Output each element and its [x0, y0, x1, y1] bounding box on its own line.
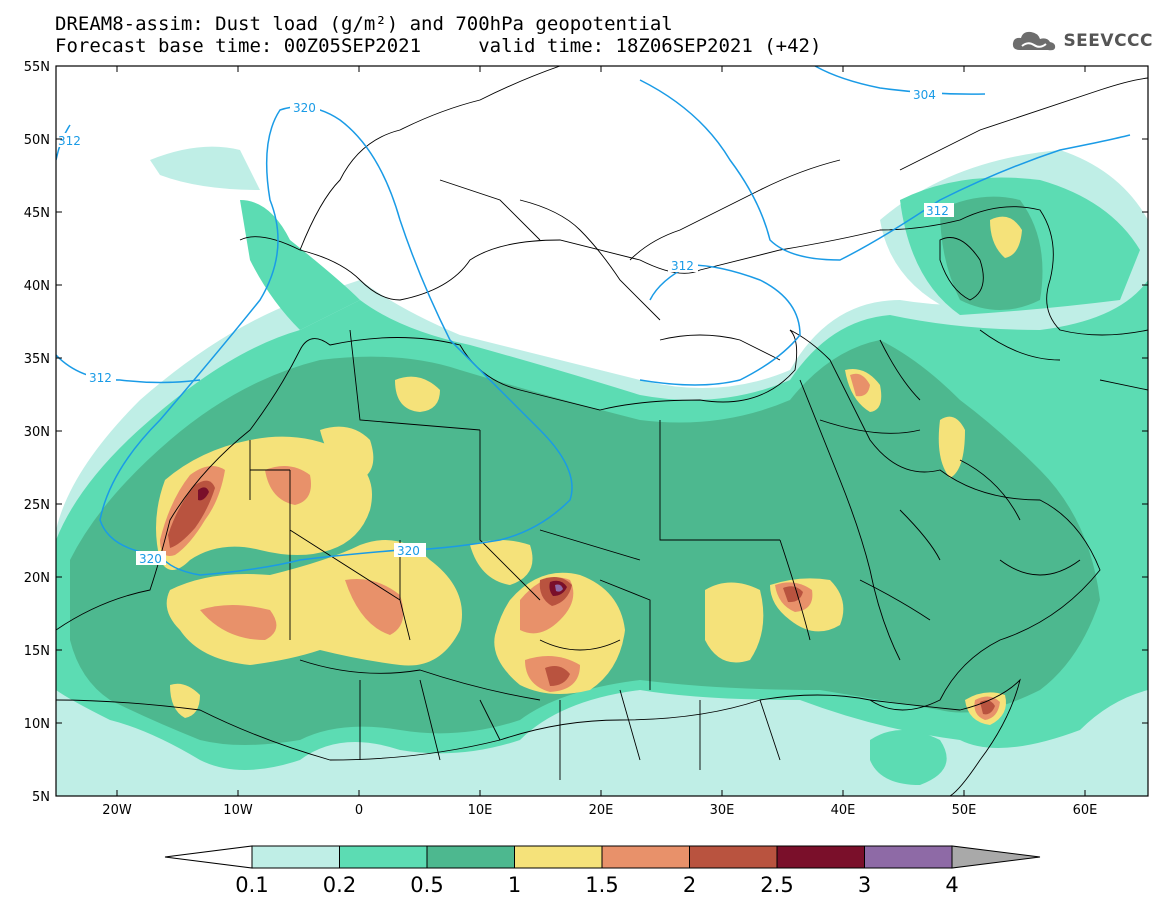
contour-label: 312 [58, 134, 81, 148]
lat-label: 35N [24, 352, 50, 367]
colorbar-tick-label: 1 [508, 873, 521, 897]
contour-label: 320 [293, 101, 316, 115]
coastlines [56, 66, 1148, 796]
lat-label: 50N [24, 133, 50, 148]
lon-label: 50E [952, 803, 977, 818]
latitude-axis: 55N 50N 45N 40N 35N 30N 25N 20N 15N 10N … [24, 60, 50, 805]
colorbar-tick-label: 0.2 [323, 873, 356, 897]
colorbar: 0.1 0.2 0.5 1 1.5 2 2.5 3 4 [164, 845, 1041, 897]
lat-ticks [56, 66, 1148, 796]
lon-label: 30E [710, 803, 735, 818]
colorbar-tick-label: 2 [683, 873, 696, 897]
colorbar-swatch [339, 845, 428, 869]
contour-label-group: 320 312 304 312 312 312 320 320 [56, 87, 954, 566]
lon-label: 0 [355, 803, 363, 818]
contour-label: 320 [139, 552, 162, 566]
forecast-time-line: Forecast base time: 00Z05SEP2021 valid t… [55, 35, 822, 57]
lat-label: 20N [24, 571, 50, 586]
colorbar-tick-label: 0.5 [410, 873, 443, 897]
contour-label: 312 [671, 259, 694, 273]
colorbar-tick-label: 4 [945, 873, 958, 897]
logo-text: SEEVCCC [1063, 31, 1153, 51]
lat-label: 45N [24, 206, 50, 221]
lat-label: 30N [24, 425, 50, 440]
contour-label: 304 [913, 88, 936, 102]
cloud-icon [1013, 31, 1056, 51]
lon-label: 60E [1073, 803, 1098, 818]
colorbar-swatch [689, 845, 778, 869]
lon-label: 20W [102, 803, 132, 818]
colorbar-tick-label: 2.5 [760, 873, 793, 897]
lat-label: 10N [24, 717, 50, 732]
lon-label: 10E [468, 803, 493, 818]
colorbar-tick-label: 0.1 [235, 873, 268, 897]
map-title: DREAM8-assim: Dust load (g/m²) and 700hP… [55, 13, 673, 35]
colorbar-swatch [426, 845, 515, 869]
colorbar-max-arrow [951, 845, 1041, 869]
longitude-axis: 20W 10W 0 10E 20E 30E 40E 50E 60E [102, 803, 1097, 818]
colorbar-tick-label: 3 [858, 873, 871, 897]
lon-label: 20E [589, 803, 614, 818]
contour-label: 312 [926, 204, 949, 218]
dust-fields [56, 146, 1148, 796]
lat-label: 25N [24, 498, 50, 513]
colorbar-min-arrow [164, 845, 253, 869]
colorbar-swatch [251, 845, 340, 869]
colorbar-swatch [776, 845, 865, 869]
colorbar-swatch [864, 845, 953, 869]
lat-label: 40N [24, 279, 50, 294]
lat-label: 55N [24, 60, 50, 75]
lon-label: 40E [831, 803, 856, 818]
contour-label: 320 [397, 544, 420, 558]
contour-label: 312 [89, 371, 112, 385]
seevccc-logo: SEEVCCC [1010, 28, 1153, 54]
colorbar-swatch [514, 845, 603, 869]
lat-label: 5N [32, 790, 50, 805]
lat-label: 15N [24, 644, 50, 659]
colorbar-swatch [601, 845, 690, 869]
colorbar-tick-label: 1.5 [585, 873, 618, 897]
lon-label: 10W [223, 803, 253, 818]
